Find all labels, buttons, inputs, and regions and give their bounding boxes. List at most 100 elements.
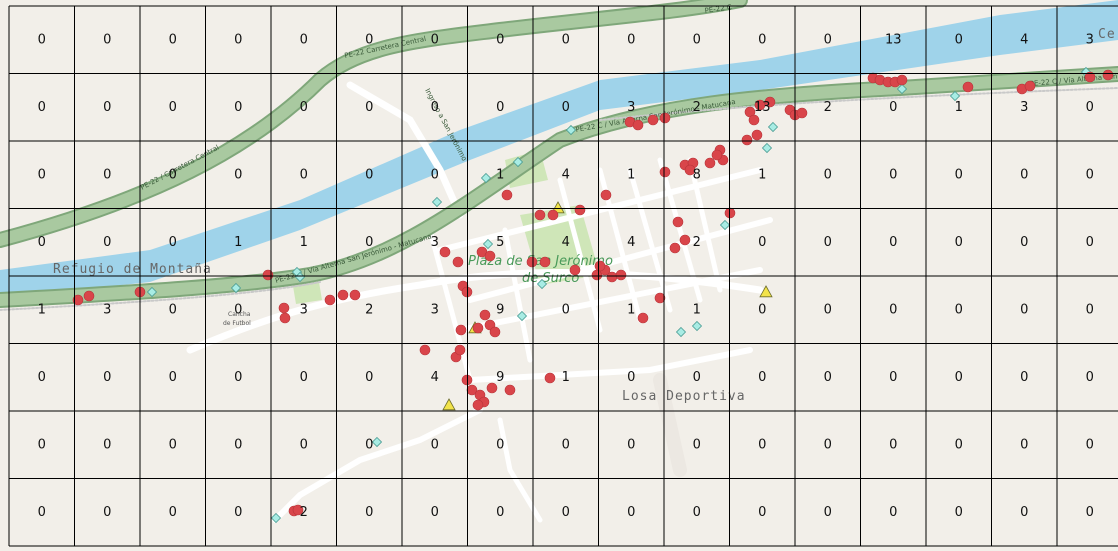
grid-cell-count[interactable]: 0 bbox=[365, 370, 373, 385]
grid-cell-count[interactable]: 0 bbox=[1020, 235, 1028, 250]
diamond-marker[interactable] bbox=[675, 326, 687, 338]
incident-point[interactable] bbox=[486, 382, 498, 394]
grid-cell-count[interactable]: 9 bbox=[496, 370, 504, 385]
grid-cell-count[interactable]: 0 bbox=[38, 32, 46, 47]
grid-cell-count[interactable]: 0 bbox=[169, 100, 177, 115]
grid-cell-count[interactable]: 13 bbox=[754, 100, 771, 115]
grid-cell-count[interactable]: 0 bbox=[955, 437, 963, 452]
incident-point[interactable] bbox=[672, 216, 684, 228]
incident-point[interactable] bbox=[659, 166, 671, 178]
grid-cell-count[interactable]: 0 bbox=[1086, 302, 1094, 317]
grid-cell-count[interactable]: 0 bbox=[234, 505, 242, 520]
grid-cell-count[interactable]: 0 bbox=[562, 302, 570, 317]
incident-point[interactable] bbox=[501, 189, 513, 201]
incident-point[interactable] bbox=[748, 114, 760, 126]
grid-cell-count[interactable]: 0 bbox=[38, 505, 46, 520]
grid-cell-count[interactable]: 8 bbox=[693, 167, 701, 182]
grid-cell-count[interactable]: 0 bbox=[496, 437, 504, 452]
incident-point[interactable] bbox=[751, 129, 763, 141]
grid-cell-count[interactable]: 0 bbox=[365, 437, 373, 452]
grid-cell-count[interactable]: 0 bbox=[38, 370, 46, 385]
incident-point[interactable] bbox=[679, 234, 691, 246]
grid-cell-count[interactable]: 0 bbox=[758, 370, 766, 385]
grid-cell-count[interactable]: 3 bbox=[300, 302, 308, 317]
incident-point[interactable] bbox=[489, 326, 501, 338]
incident-point[interactable] bbox=[472, 322, 484, 334]
grid-cell-count[interactable]: 1 bbox=[496, 167, 504, 182]
grid-cell-count[interactable]: 0 bbox=[824, 437, 832, 452]
grid-cell-count[interactable]: 1 bbox=[693, 302, 701, 317]
grid-cell-count[interactable]: 0 bbox=[496, 100, 504, 115]
incident-point[interactable] bbox=[72, 294, 84, 306]
grid-cell-count[interactable]: 0 bbox=[1020, 505, 1028, 520]
incident-point[interactable] bbox=[454, 344, 466, 356]
grid-cell-count[interactable]: 0 bbox=[169, 302, 177, 317]
incident-point[interactable] bbox=[615, 269, 627, 281]
grid-cell-count[interactable]: 0 bbox=[627, 32, 635, 47]
incident-point[interactable] bbox=[962, 81, 974, 93]
grid-cell-count[interactable]: 0 bbox=[562, 505, 570, 520]
grid-cell-count[interactable]: 0 bbox=[824, 302, 832, 317]
grid-cell-count[interactable]: 0 bbox=[1020, 370, 1028, 385]
grid-cell-count[interactable]: 0 bbox=[824, 235, 832, 250]
grid-cell-count[interactable]: 4 bbox=[431, 370, 439, 385]
grid-cell-count[interactable]: 0 bbox=[889, 100, 897, 115]
diamond-marker[interactable] bbox=[230, 282, 242, 294]
grid-cell-count[interactable]: 0 bbox=[365, 100, 373, 115]
grid-cell-count[interactable]: 1 bbox=[38, 302, 46, 317]
incident-point[interactable] bbox=[600, 189, 612, 201]
grid-cell-count[interactable]: 0 bbox=[300, 370, 308, 385]
grid-cell-count[interactable]: 0 bbox=[758, 32, 766, 47]
incident-point[interactable] bbox=[704, 157, 716, 169]
diamond-marker[interactable] bbox=[512, 156, 524, 168]
grid-cell-count[interactable]: 0 bbox=[1020, 437, 1028, 452]
incident-point[interactable] bbox=[279, 312, 291, 324]
diamond-marker[interactable] bbox=[949, 90, 961, 102]
incident-point[interactable] bbox=[569, 264, 581, 276]
grid-cell-count[interactable]: 0 bbox=[1086, 370, 1094, 385]
grid-cell-count[interactable]: 0 bbox=[693, 370, 701, 385]
incident-point[interactable] bbox=[1024, 80, 1036, 92]
incident-point[interactable] bbox=[637, 312, 649, 324]
incident-point[interactable] bbox=[896, 74, 908, 86]
incident-point[interactable] bbox=[484, 250, 496, 262]
grid-cell-count[interactable]: 5 bbox=[496, 235, 504, 250]
grid-cell-count[interactable]: 0 bbox=[103, 437, 111, 452]
diamond-marker[interactable] bbox=[896, 83, 908, 95]
grid-cell-count[interactable]: 9 bbox=[496, 302, 504, 317]
incident-point[interactable] bbox=[711, 149, 723, 161]
grid-cell-count[interactable]: 0 bbox=[169, 505, 177, 520]
grid-cell-count[interactable]: 0 bbox=[38, 167, 46, 182]
grid-cell-count[interactable]: 0 bbox=[103, 100, 111, 115]
grid-cell-count[interactable]: 0 bbox=[431, 100, 439, 115]
diamond-marker[interactable] bbox=[146, 286, 158, 298]
grid-cell-count[interactable]: 0 bbox=[955, 167, 963, 182]
grid-cell-count[interactable]: 0 bbox=[889, 437, 897, 452]
grid-cell-count[interactable]: 0 bbox=[169, 437, 177, 452]
grid-cell-count[interactable]: 0 bbox=[300, 437, 308, 452]
grid-cell-count[interactable]: 0 bbox=[889, 505, 897, 520]
diamond-marker[interactable] bbox=[516, 310, 528, 322]
grid-cell-count[interactable]: 13 bbox=[885, 32, 902, 47]
incident-point[interactable] bbox=[452, 256, 464, 268]
grid-cell-count[interactable]: 0 bbox=[365, 167, 373, 182]
diamond-marker[interactable] bbox=[536, 278, 548, 290]
grid-cell-count[interactable]: 0 bbox=[496, 505, 504, 520]
incident-point[interactable] bbox=[647, 114, 659, 126]
grid-cell-count[interactable]: 3 bbox=[103, 302, 111, 317]
incident-point[interactable] bbox=[606, 271, 618, 283]
incident-point[interactable] bbox=[659, 112, 671, 124]
grid-cell-count[interactable]: 0 bbox=[234, 32, 242, 47]
grid-cell-count[interactable]: 3 bbox=[1020, 100, 1028, 115]
incident-point[interactable] bbox=[479, 309, 491, 321]
grid-cell-count[interactable]: 0 bbox=[103, 32, 111, 47]
grid-cell-count[interactable]: 0 bbox=[889, 167, 897, 182]
grid-cell-count[interactable]: 0 bbox=[955, 505, 963, 520]
grid-cell-count[interactable]: 0 bbox=[234, 370, 242, 385]
incident-point[interactable] bbox=[337, 289, 349, 301]
grid-cell-count[interactable]: 0 bbox=[824, 370, 832, 385]
grid-cell-count[interactable]: 2 bbox=[693, 100, 701, 115]
incident-point[interactable] bbox=[1084, 71, 1096, 83]
grid-cell-count[interactable]: 0 bbox=[431, 437, 439, 452]
incident-point[interactable] bbox=[324, 294, 336, 306]
